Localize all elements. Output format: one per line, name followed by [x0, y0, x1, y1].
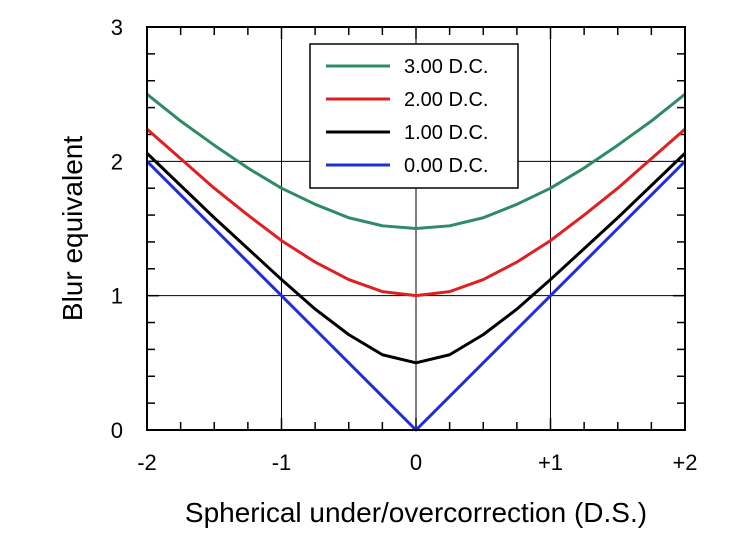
y-axis-title: Blur equivalent	[57, 136, 88, 321]
y-tick-label: 1	[111, 284, 123, 309]
x-tick-labels: -2 -1 0 +1 +2	[137, 450, 697, 475]
y-tick-label: 0	[111, 418, 123, 443]
x-tick-label: +2	[672, 450, 697, 475]
legend-label-3-00-d-c: 3.00 D.C.	[404, 56, 488, 78]
series-line-3-00-d-c	[146, 92, 686, 230]
series-line-1-00-d-c	[145, 152, 687, 365]
y-tick-labels: 0 1 2 3	[111, 15, 123, 443]
legend-label-2-00-d-c: 2.00 D.C.	[404, 89, 488, 111]
legend: 3.00 D.C. 2.00 D.C. 1.00 D.C. 0.00 D.C.	[309, 43, 519, 189]
x-axis-title: Spherical under/overcorrection (D.S.)	[185, 497, 647, 528]
x-tick-label: 0	[410, 450, 422, 475]
y-tick-label: 2	[111, 149, 123, 174]
y-tick-label: 3	[111, 15, 123, 40]
x-tick-label: -1	[272, 450, 292, 475]
x-tick-label: -2	[137, 450, 157, 475]
legend-label-1-00-d-c: 1.00 D.C.	[404, 122, 488, 144]
x-tick-label: +1	[538, 450, 563, 475]
plot-frame	[146, 26, 686, 431]
legend-label-0-00-d-c: 0.00 D.C.	[404, 155, 488, 177]
series-line-2-00-d-c	[146, 127, 686, 298]
